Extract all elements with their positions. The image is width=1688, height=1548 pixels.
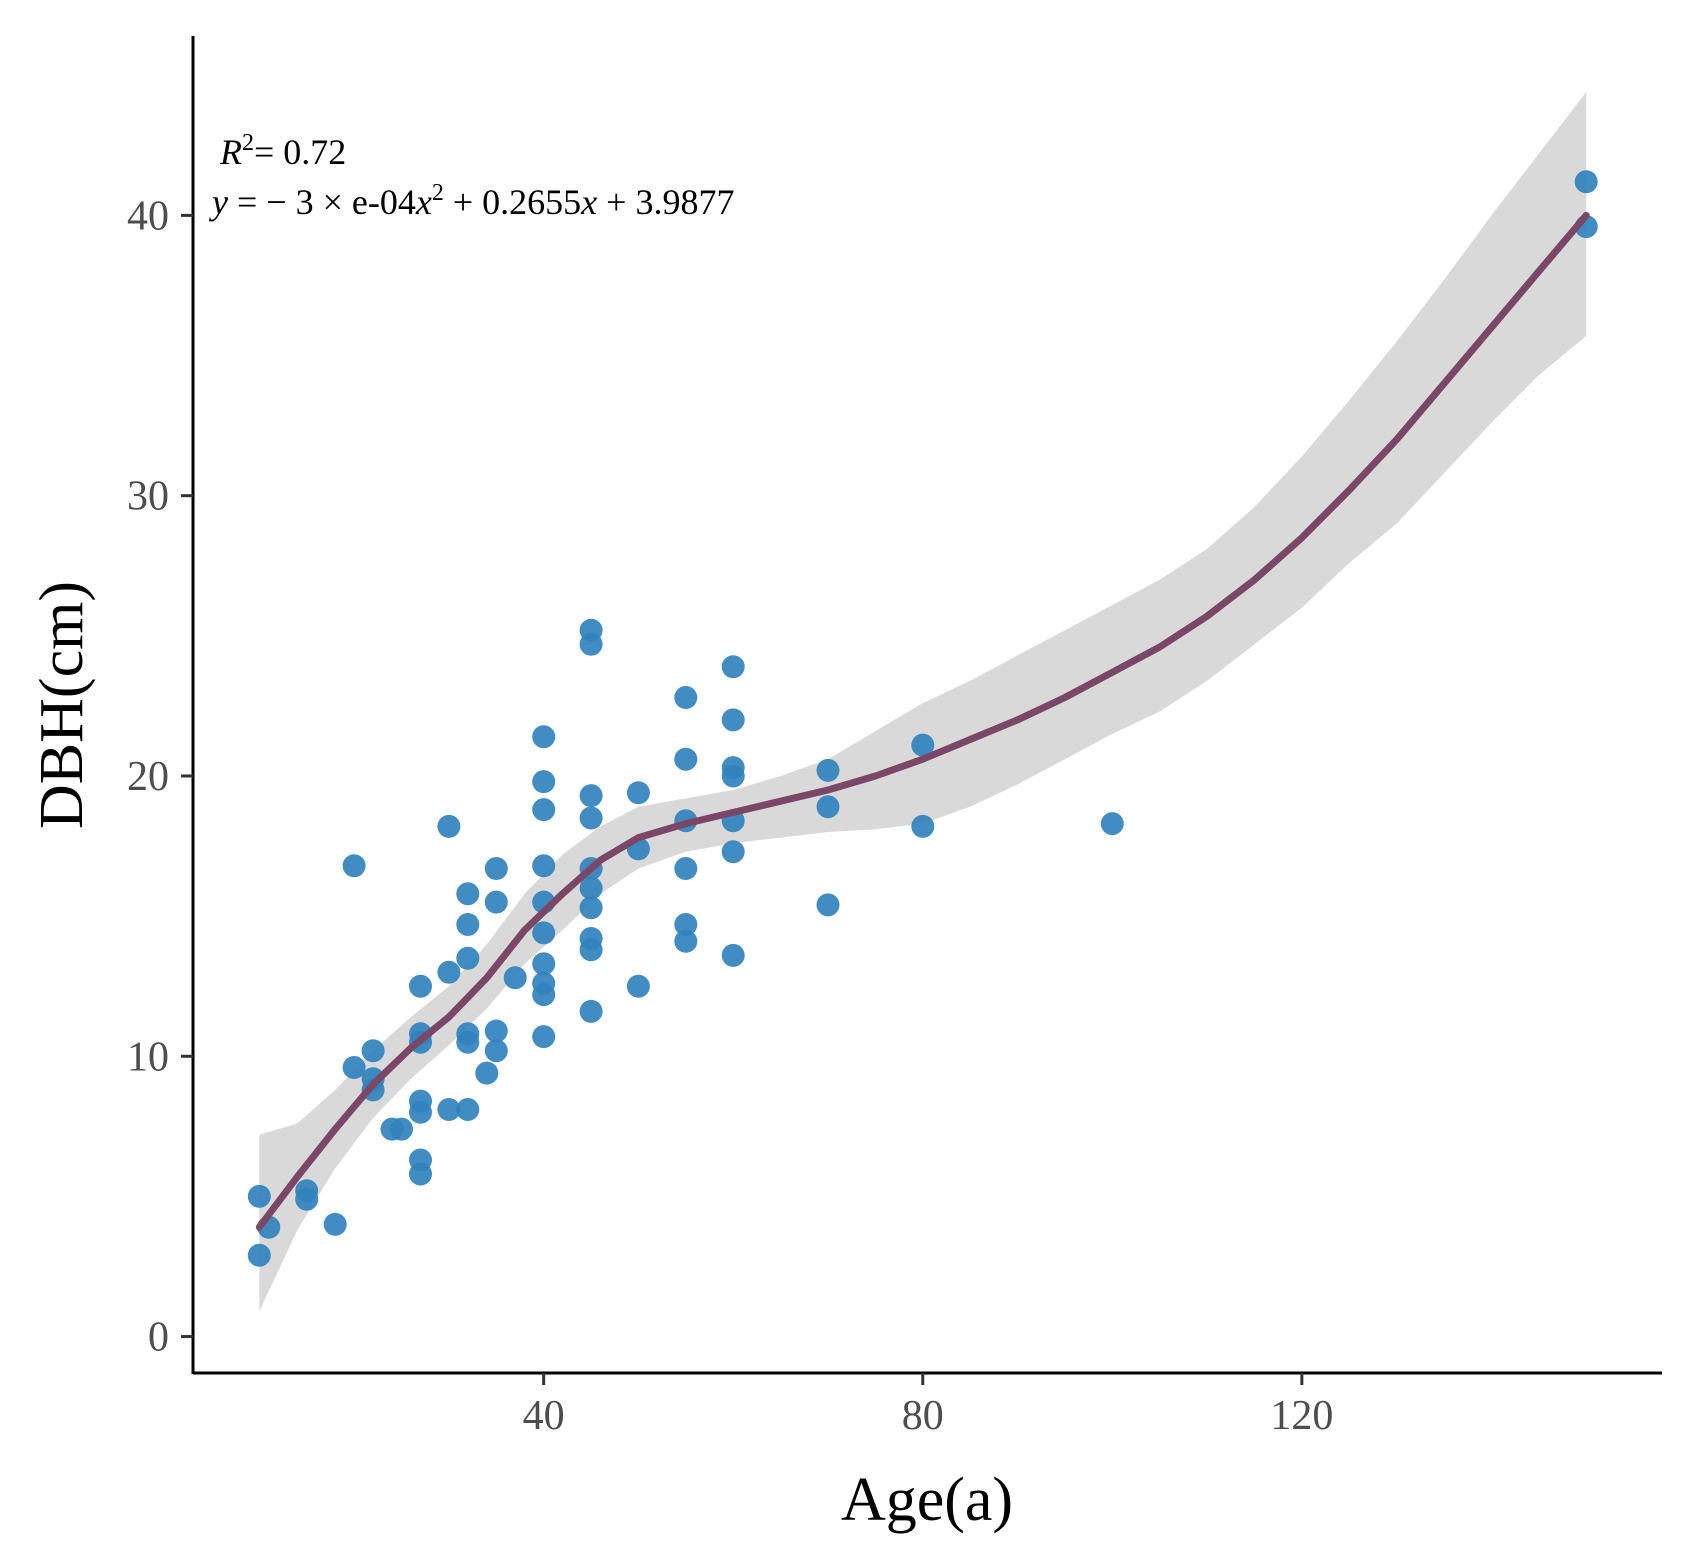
data-point [674,747,698,771]
data-point [484,857,508,880]
data-point [532,770,556,794]
data-point [409,1100,432,1124]
data-point [674,686,698,709]
data-point [532,952,556,976]
data-point [579,784,603,808]
data-point [437,960,461,984]
data-point [1574,170,1598,194]
x-tick-label: 40 [523,1393,565,1439]
data-point [911,733,935,757]
data-point [579,896,603,920]
data-point [579,632,603,656]
data-point [247,1184,271,1208]
data-point [295,1187,319,1211]
confidence-band [259,92,1587,1312]
data-point [409,974,432,998]
data-point [579,938,603,962]
data-point [532,983,556,1007]
y-axis-title: DBH(cm) [28,581,96,829]
data-point [409,1162,432,1186]
data-points [247,170,1598,1267]
data-point [721,943,745,967]
y-tick-label: 20 [127,754,169,800]
y-tick-label: 0 [148,1315,169,1361]
data-point [456,1098,480,1121]
data-point [532,798,556,822]
data-point [456,1030,480,1054]
data-point [342,1056,366,1079]
data-point [911,814,935,838]
data-point [323,1212,347,1236]
data-point [456,913,480,936]
eq-part-3: + 3.9877 [597,182,734,222]
fit-curve [255,211,1590,1231]
data-point [1100,812,1124,836]
x-tick-label: 80 [902,1393,944,1439]
data-point [390,1117,413,1141]
data-point [342,854,366,878]
data-point [816,893,840,917]
y-axis-ticks: 0 10 20 30 40 [127,193,193,1361]
data-point [579,999,603,1023]
data-point [456,946,480,970]
y-tick-label: 30 [127,474,169,520]
plot-area [247,92,1598,1312]
data-point [532,921,556,945]
eq-part-1: = − 3 × e-04 [228,182,416,222]
data-point [721,655,745,679]
data-point [484,1019,508,1043]
data-point [532,854,556,878]
data-point [437,814,461,838]
y-tick-label: 10 [127,1034,169,1080]
eq-part-2: + 0.2655 [444,182,581,222]
data-point [674,929,698,953]
data-point [361,1039,385,1063]
data-point [532,1025,556,1049]
r-squared-annotation: R2= 0.72 [219,130,346,172]
x-axis-ticks: 40 80 120 [523,1373,1333,1439]
data-point [456,882,480,906]
r-value: = 0.72 [254,132,346,172]
data-point [721,840,745,864]
eq-x-1: x [415,182,432,222]
data-point [475,1061,499,1085]
data-point [816,795,840,819]
equation-annotation: y = − 3 × e-04x2 + 0.2655x + 3.9877 [209,180,734,222]
y-tick-label: 40 [127,193,169,239]
eq-y: y [209,182,228,222]
data-point [484,1039,508,1063]
data-point [437,1098,461,1121]
data-point [579,806,603,830]
data-point [247,1243,271,1267]
data-point [626,974,650,998]
x-axis-title: Age(a) [841,1466,1013,1534]
data-point [626,781,650,805]
x-tick-label: 120 [1270,1393,1333,1439]
data-point [816,758,840,782]
eq-x-2: x [580,182,597,222]
data-point [503,966,527,990]
data-point [532,725,556,749]
r-exponent: 2 [242,130,254,156]
data-point [721,764,745,788]
r-symbol: R [219,132,242,172]
eq-exponent: 2 [432,180,444,206]
data-point [721,708,745,732]
data-point [674,913,698,936]
data-point [579,876,603,900]
data-point [674,857,698,880]
data-point [484,890,508,914]
